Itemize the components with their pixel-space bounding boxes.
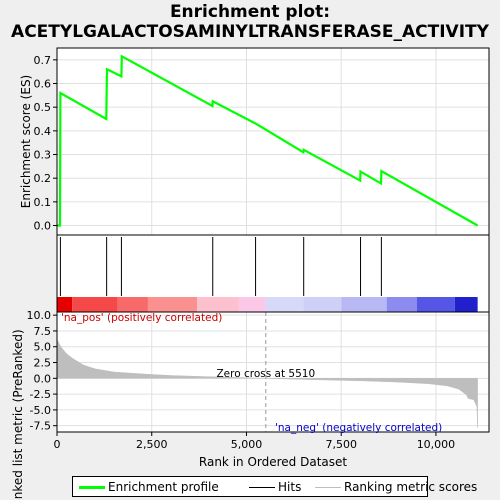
chart-title-line1: Enrichment plot: bbox=[169, 2, 331, 22]
colorbar-segment bbox=[72, 297, 118, 312]
x-tick-label: 7,500 bbox=[325, 438, 357, 451]
ranking-metric-area bbox=[56, 339, 478, 428]
colorbar-segment bbox=[341, 297, 387, 312]
legend: Enrichment profile Hits Ranking metric s… bbox=[72, 476, 477, 497]
colorbar-segment bbox=[454, 297, 478, 312]
zero-cross-label: Zero cross at 5510 bbox=[216, 368, 315, 380]
colorbar-segment bbox=[117, 297, 148, 312]
metric-y-tick-label: -5.0 bbox=[30, 404, 51, 417]
es-y-tick-label: 0.7 bbox=[34, 54, 52, 67]
legend-label-enrichment: Enrichment profile bbox=[108, 480, 219, 494]
metric-y-tick-label: 2.5 bbox=[34, 357, 52, 370]
legend-label-hits: Hits bbox=[278, 480, 302, 494]
chart-title-line2: ACETYLGALACTOSAMINYLTRANSFERASE_ACTIVITY bbox=[11, 22, 489, 42]
es-y-tick-label: 0.0 bbox=[34, 220, 52, 233]
x-tick-label: 10,000 bbox=[417, 438, 456, 451]
metric-y-tick-label: -2.5 bbox=[30, 388, 51, 401]
legend-item-ranking: Ranking metric scores bbox=[315, 480, 477, 494]
metric-y-tick-label: 5.0 bbox=[34, 341, 52, 354]
metric-y-tick-label: 0.0 bbox=[34, 372, 52, 385]
neg-correlated-label: 'na_neg' (negatively correlated) bbox=[275, 422, 442, 434]
colorbar-segment bbox=[238, 297, 266, 312]
colorbar-segment bbox=[147, 297, 198, 312]
legend-swatch-hits bbox=[249, 487, 275, 488]
es-y-tick-label: 0.1 bbox=[34, 196, 52, 209]
metric-y-axis-title: Ranked list metric (PreRanked) bbox=[11, 329, 25, 500]
legend-label-ranking: Ranking metric scores bbox=[344, 480, 478, 494]
metric-panel-bg bbox=[57, 312, 489, 432]
es-y-tick-label: 0.6 bbox=[34, 78, 52, 91]
colorbar-segment bbox=[265, 297, 304, 312]
x-axis-title: Rank in Ordered Dataset bbox=[199, 455, 347, 469]
es-y-axis-title: Enrichment score (ES) bbox=[19, 75, 33, 208]
es-y-tick-label: 0.2 bbox=[34, 172, 52, 185]
es-y-tick-label: 0.4 bbox=[34, 125, 52, 138]
metric-panel-border bbox=[56, 311, 490, 433]
legend-swatch-enrichment bbox=[79, 486, 105, 489]
es-y-tick-label: 0.5 bbox=[34, 101, 52, 114]
colorbar-segment bbox=[386, 297, 417, 312]
colorbar-segment bbox=[303, 297, 342, 312]
colorbar-segment bbox=[417, 297, 455, 312]
legend-item-enrichment: Enrichment profile bbox=[79, 480, 219, 494]
colorbar-segment bbox=[197, 297, 239, 312]
x-tick-label: 0 bbox=[54, 438, 61, 451]
enrichment-panel-bg bbox=[57, 48, 489, 235]
x-tick-label: 5,000 bbox=[231, 438, 263, 451]
pos-correlated-label: 'na_pos' (positively correlated) bbox=[61, 312, 222, 324]
legend-item-hits: Hits bbox=[249, 480, 301, 494]
colorbar-segment bbox=[57, 297, 73, 312]
x-tick-label: 2,500 bbox=[136, 438, 168, 451]
metric-y-tick-label: 7.5 bbox=[34, 325, 52, 338]
metric-y-tick-label: -7.5 bbox=[30, 420, 51, 433]
metric-y-tick-label: 10.0 bbox=[27, 309, 52, 322]
legend-swatch-ranking bbox=[315, 487, 341, 488]
enrichment-profile-line bbox=[57, 54, 479, 227]
es-y-tick-label: 0.3 bbox=[34, 149, 52, 162]
